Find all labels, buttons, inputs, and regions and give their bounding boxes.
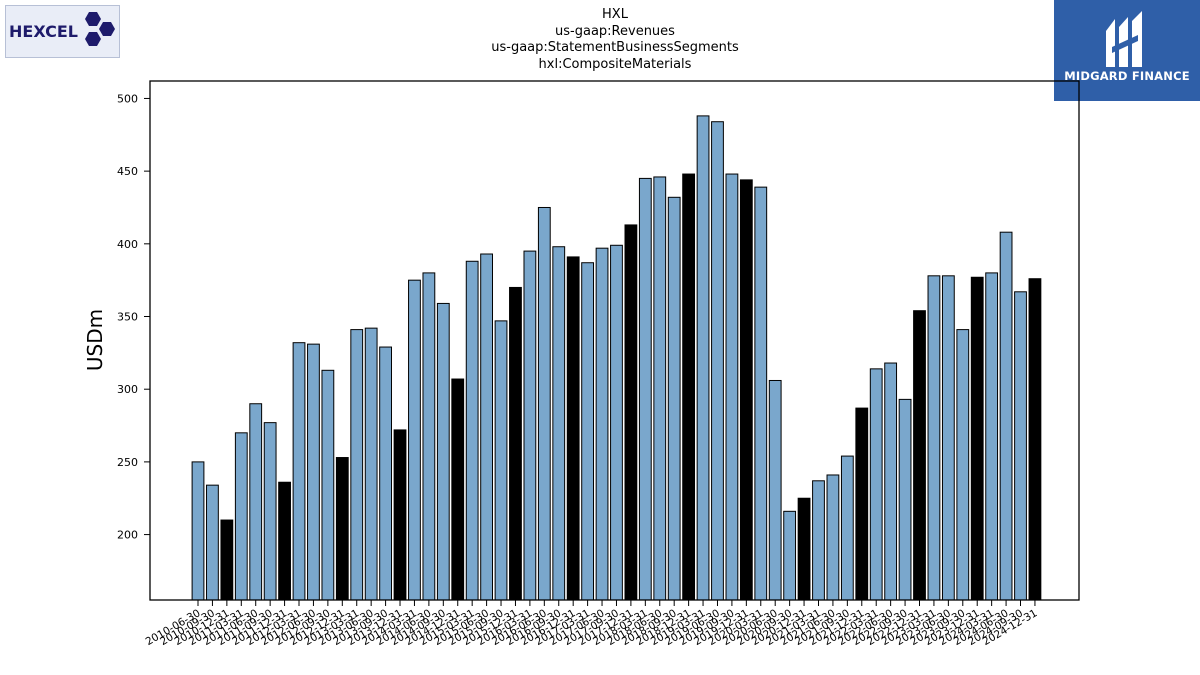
bar-2018-03-31 [638,177,652,601]
bar-2022-06-30 [884,362,898,601]
bar-2017-06-30 [595,247,609,601]
bar-2014-09-30 [436,302,450,601]
bar-2016-09-30 [552,246,566,601]
bar-2023-03-31 [927,275,941,601]
bar-2024-09-30 [1014,291,1027,601]
bar-2012-09-30 [321,369,335,601]
plot-frame [149,80,1080,601]
bar-2010-09-30 [206,484,219,601]
hexcel-logo: HEXCEL [5,5,120,58]
bar-2021-09-30 [840,455,854,601]
midgard-finance-logo: MIDGARD FINANCE [1054,0,1200,101]
bar-2019-09-30 [725,173,739,601]
bars-layer [191,115,1042,601]
bar-2018-12-31 [682,173,696,601]
y-tick-label: 400 [117,238,138,251]
bar-2023-09-30 [956,329,970,601]
bar-2015-03-31 [465,260,479,601]
bar-2015-06-30 [480,253,494,601]
bar-2013-06-30 [364,327,378,601]
bar-2019-03-31 [696,115,710,601]
bar-2011-09-30 [263,422,277,601]
bar-2013-09-30 [379,346,392,601]
bar-2024-06-30 [999,231,1013,601]
bar-2014-12-31 [451,378,465,601]
bar-2021-06-30 [826,474,840,601]
bar-2024-12-31 [1028,278,1042,601]
bar-2016-03-31 [523,250,537,601]
y-tick-label: 500 [117,92,138,105]
bar-2012-12-31 [335,457,349,601]
bar-2020-06-30 [768,379,782,601]
y-tick-label: 350 [117,311,138,324]
bar-2020-03-31 [754,186,768,601]
ticker-title: HXL [602,7,628,22]
hexagon-cluster-icon [85,12,115,46]
bar-2013-12-31 [393,429,407,601]
midgard-brand-name: MIDGARD FINANCE [1064,69,1190,83]
bar-2014-06-30 [422,272,436,601]
bar-2020-09-30 [783,510,797,601]
y-tick-label: 250 [117,456,138,469]
concept-title: us-gaap:Revenues [555,23,675,39]
bar-2021-12-31 [855,407,869,601]
bar-2021-03-31 [812,480,825,601]
bar-2023-12-31 [970,276,984,601]
bar-2011-12-31 [278,481,291,601]
bar-2010-06-30 [191,461,205,601]
bar-2020-12-31 [797,497,811,601]
bar-2017-03-31 [581,262,595,601]
bar-2015-09-30 [494,320,508,601]
midgard-emblem-icon [1106,11,1142,67]
bar-2014-03-31 [408,279,421,601]
bar-2024-03-31 [985,272,999,601]
bar-2023-06-30 [941,275,955,601]
bar-2010-12-31 [220,519,234,601]
y-axis: 200 250 300 350 400 450 500 [117,92,150,542]
member-title: hxl:CompositeMaterials [538,56,692,72]
axis-title: us-gaap:StatementBusinessSegments [491,40,739,55]
y-axis-label: USDm [83,309,107,371]
bar-2019-06-30 [711,121,724,601]
bar-2017-09-30 [610,244,623,601]
y-tick-label: 300 [117,383,138,396]
x-axis: 2010-06-302010-09-302010-12-312011-03-31… [144,600,1039,648]
bar-2022-03-31 [869,368,883,601]
bar-2018-09-30 [667,196,681,601]
y-tick-label: 450 [117,165,138,178]
bar-2018-06-30 [653,176,667,601]
bar-2013-03-31 [350,329,364,601]
bar-2016-12-31 [566,256,580,601]
chart-header: HXL us-gaap:Revenues us-gaap:StatementBu… [300,7,930,73]
bar-2015-12-31 [509,286,522,601]
bar-2022-12-31 [913,310,926,601]
bar-2017-12-31 [624,224,638,601]
bar-2022-09-30 [898,398,912,601]
y-tick-label: 200 [117,529,138,542]
bar-2012-06-30 [307,343,320,601]
bar-2012-03-31 [292,342,306,601]
hexcel-wordmark: HEXCEL [9,22,78,41]
bar-2011-03-31 [234,432,248,601]
bar-2016-06-30 [537,206,551,601]
bar-2019-12-31 [739,179,753,601]
bar-2011-06-30 [249,403,263,601]
